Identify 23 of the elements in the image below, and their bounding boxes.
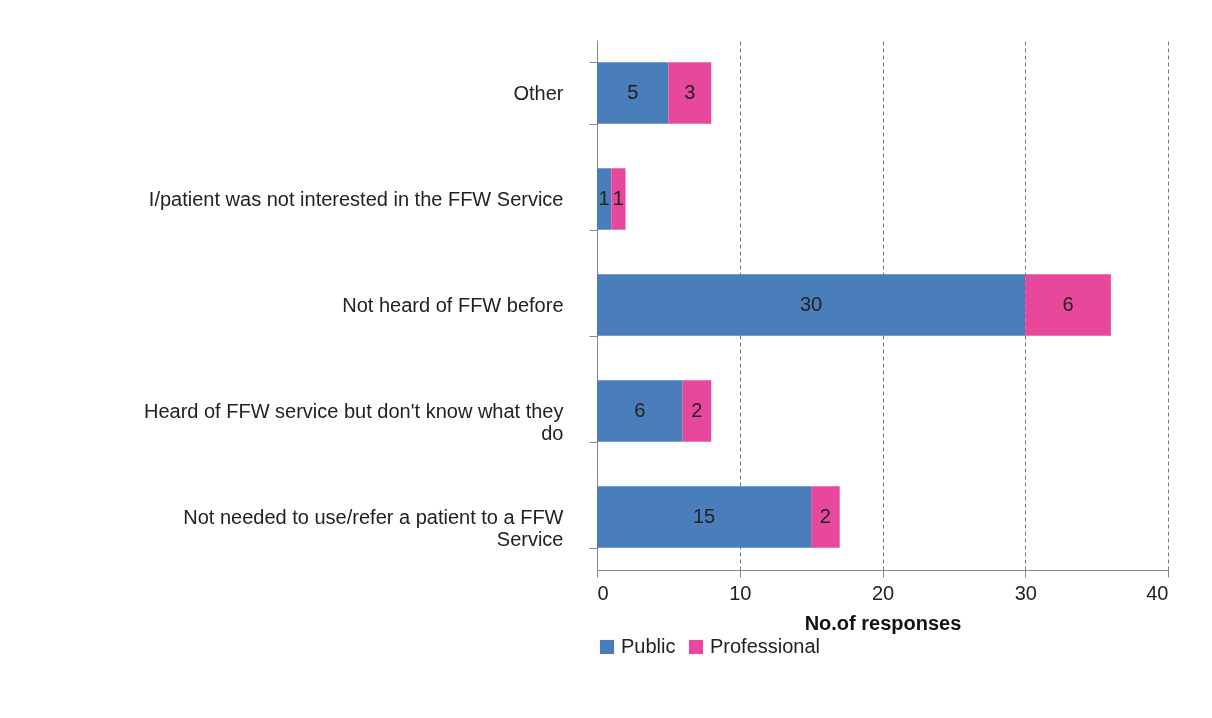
legend-label: Public (621, 635, 676, 657)
x-axis-title: No.of responses (804, 611, 962, 634)
x-tick-label: 0 (597, 581, 609, 604)
x-tick-label: 30 (1014, 581, 1037, 604)
x-tick-label: 20 (871, 581, 895, 604)
data-label: 30 (800, 293, 823, 315)
data-label: 5 (627, 81, 639, 103)
data-label: 1 (598, 187, 610, 209)
x-tick-label: 10 (729, 581, 752, 604)
y-tick-label: I/patient was not interested in the FFW Service (148, 187, 564, 210)
data-label: 2 (819, 505, 831, 527)
data-label: 3 (684, 81, 696, 103)
data-label: 6 (1062, 293, 1074, 315)
x-tick-label: 40 (1146, 581, 1169, 604)
data-label: 6 (634, 399, 646, 421)
y-tick-label: Not needed to use/refer a patient to a FFW Service (183, 505, 564, 550)
legend-label: Professional (710, 635, 821, 657)
y-tick-label: Other (513, 81, 564, 104)
y-tick-label: Heard of FFW service but don't know what they do (143, 399, 564, 444)
data-label: 15 (692, 505, 716, 527)
data-label: 2 (691, 399, 703, 421)
y-tick-label: Not heard of FFW before (342, 293, 564, 316)
data-label: 1 (612, 187, 624, 209)
